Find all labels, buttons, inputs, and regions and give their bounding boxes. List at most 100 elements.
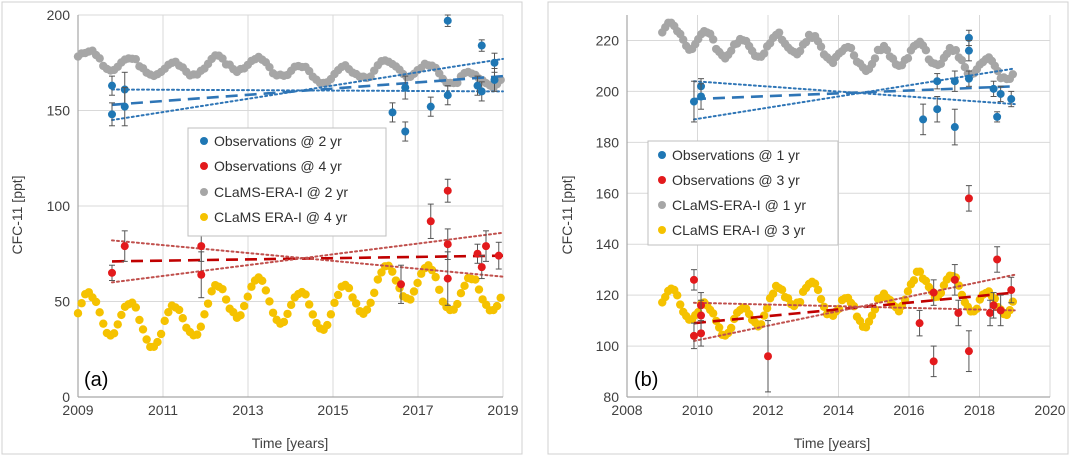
observation-point	[989, 301, 998, 310]
y-tick-label: 80	[603, 389, 619, 405]
model-point	[846, 43, 856, 53]
legend-label-clams-2yr: CLaMS-ERA-I @ 2 yr	[214, 184, 348, 200]
observation-point	[477, 87, 486, 96]
x-tick-label: 2017	[402, 402, 433, 418]
model-point	[131, 303, 140, 312]
x-tick-label: 2014	[823, 402, 854, 418]
model-point	[153, 337, 162, 347]
panel-a: CFC-11 [ppt] Time [years] (a) 2009 2011 20…	[1, 1, 523, 455]
model-point	[207, 287, 216, 296]
model-point	[816, 42, 826, 51]
observation-point	[477, 263, 486, 272]
observation-point	[764, 352, 772, 361]
model-point	[431, 272, 440, 282]
model-point	[909, 276, 919, 285]
observation-point	[993, 112, 1002, 121]
observation-point	[993, 255, 1002, 264]
observation-point	[964, 74, 973, 83]
observation-point	[1007, 95, 1016, 104]
model-point	[903, 287, 913, 296]
observation-point	[950, 77, 959, 86]
observation-point	[915, 319, 924, 328]
y-tick-label: 200	[47, 7, 71, 23]
legend-marker-obs-3yr	[658, 176, 666, 184]
model-point	[676, 300, 685, 309]
model-point	[305, 300, 314, 309]
observation-point	[697, 92, 706, 101]
model-point	[326, 310, 336, 319]
model-point	[135, 315, 144, 325]
observation-point	[950, 275, 959, 284]
model-point	[200, 310, 209, 319]
observation-point	[490, 75, 499, 84]
model-point	[218, 284, 227, 294]
legend-marker-clams-2yr	[200, 188, 208, 196]
trend-confidence-line	[111, 88, 504, 93]
observation-point	[919, 115, 928, 124]
model-point	[330, 298, 339, 308]
trend-line	[693, 291, 1015, 325]
model-point	[413, 278, 422, 288]
legend-label-clams-3yr: CLaMS ERA-I @ 3 yr	[672, 222, 806, 238]
plot-area: 2008 2010 2012 2014 2016 2018 2020 80 100 120 140 1…	[596, 15, 1066, 418]
model-point	[471, 275, 480, 284]
model-point	[174, 305, 184, 315]
model-point	[921, 46, 931, 55]
model-point	[849, 51, 859, 60]
model-point	[193, 330, 202, 339]
model-point	[708, 35, 718, 44]
model-point	[882, 45, 892, 55]
model-point	[460, 281, 469, 291]
plot-area: 2009 2011 2013 2015 2017 2019 0 50 100 150 200	[47, 7, 519, 418]
observation-point	[490, 58, 499, 67]
observation-point	[443, 240, 452, 249]
model-point	[73, 309, 83, 318]
y-tick-label: 0	[62, 389, 70, 405]
model-point	[196, 322, 206, 331]
model-point	[673, 291, 682, 300]
y-tick-label: 160	[596, 185, 620, 201]
observation-point	[989, 84, 998, 93]
legend-label-obs-3yr: Observations @ 3 yr	[672, 172, 800, 188]
legend-marker-obs-1yr	[658, 151, 666, 159]
model-point	[795, 297, 805, 307]
model-point	[99, 319, 108, 328]
x-tick-label: 2018	[964, 402, 995, 418]
model-point	[203, 299, 213, 308]
y-tick-label: 100	[596, 338, 620, 354]
model-point	[409, 287, 419, 296]
model-point	[810, 279, 820, 288]
model-point	[243, 292, 252, 301]
model-point	[453, 299, 462, 309]
x-tick-label: 2015	[317, 402, 348, 418]
model-point	[768, 289, 778, 298]
x-tick-label: 2009	[62, 402, 93, 418]
trend-confidence-line	[692, 80, 1016, 106]
legend-marker-obs-4yr	[200, 162, 208, 170]
panel-a-xlabel: Time [years]	[252, 435, 329, 451]
x-tick-label: 2010	[682, 402, 713, 418]
panel-a-ylabel: CFC-11 [ppt]	[9, 175, 25, 254]
model-point	[972, 304, 982, 314]
model-point	[435, 285, 444, 294]
trend-confidence-line	[692, 301, 1016, 312]
model-point	[258, 276, 267, 286]
observation-point	[1007, 286, 1016, 295]
model-point	[492, 301, 502, 311]
model-point	[308, 310, 318, 319]
y-tick-label: 50	[54, 294, 70, 310]
observation-point	[388, 108, 397, 117]
observation-point	[689, 275, 698, 284]
observation-point	[929, 357, 938, 366]
model-point	[370, 288, 379, 298]
y-tick-label: 220	[596, 32, 620, 48]
observation-point	[477, 41, 486, 50]
model-point	[265, 62, 274, 72]
panel-a-legend-box	[187, 127, 387, 237]
legend-marker-clams-3yr	[658, 226, 666, 234]
observation-point	[473, 81, 482, 90]
model-point	[109, 329, 119, 338]
y-tick-label: 120	[596, 287, 620, 303]
model-point	[903, 54, 913, 63]
